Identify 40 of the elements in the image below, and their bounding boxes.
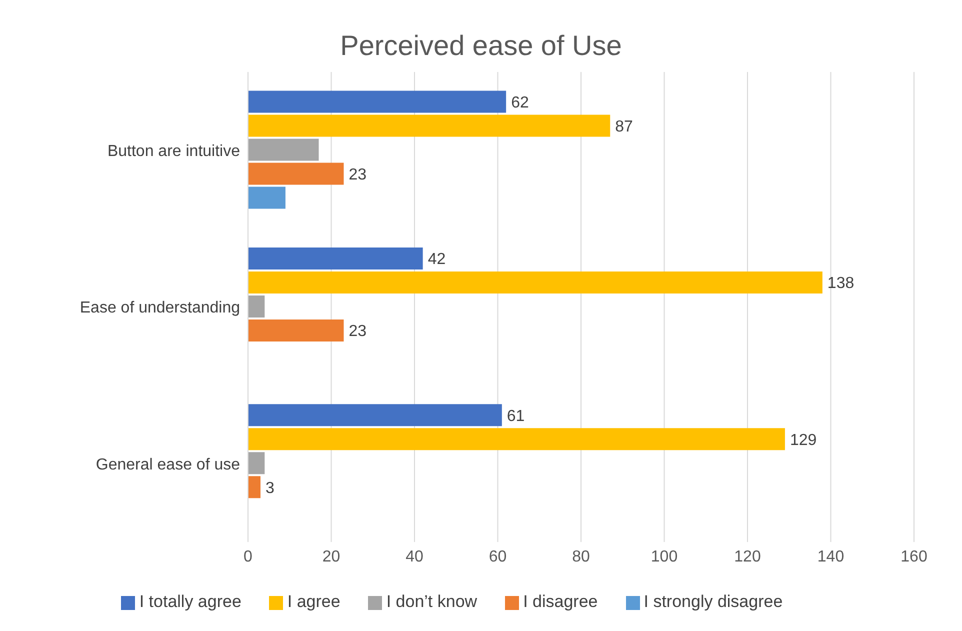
bar (248, 476, 260, 498)
x-tick-label: 20 (322, 548, 340, 566)
bar (248, 90, 506, 113)
bar (248, 162, 344, 185)
y-tick-label: General ease of use (96, 456, 240, 474)
legend-label: I disagree (523, 592, 598, 611)
bar (248, 271, 822, 294)
x-tick-label: 120 (734, 548, 761, 566)
x-tick-label: 40 (406, 548, 424, 566)
legend-label: I strongly disagree (644, 592, 783, 611)
bar (248, 114, 610, 137)
bar (248, 428, 785, 450)
data-label: 3 (265, 480, 274, 497)
y-tick-label: Button are intuitive (107, 143, 240, 160)
data-label: 23 (348, 323, 367, 340)
legend-label: I agree (287, 592, 340, 611)
y-tick-label: Ease of understanding (80, 300, 240, 317)
data-label: 23 (348, 166, 367, 184)
bar (248, 404, 502, 426)
data-label: 61 (506, 408, 525, 425)
x-tick-label: 0 (244, 548, 253, 566)
bar (248, 452, 265, 474)
data-label: 87 (615, 118, 634, 136)
x-tick-label: 80 (572, 548, 590, 566)
x-tick-label: 60 (488, 548, 507, 566)
bar (248, 186, 286, 209)
x-tick-label: 140 (817, 548, 844, 566)
data-label: 129 (790, 432, 817, 449)
legend-label: I totally agree (139, 592, 242, 611)
x-tick-label: 100 (650, 548, 678, 566)
x-tick-label: 160 (900, 548, 928, 566)
legend-label: I don’t know (386, 592, 478, 611)
bar (248, 319, 344, 342)
data-label: 42 (428, 251, 446, 268)
bar (248, 138, 319, 161)
data-label: 62 (511, 94, 529, 112)
chart-title: Perceived ease of Use (339, 30, 623, 62)
data-label: 138 (827, 275, 854, 292)
bar (248, 247, 423, 270)
bar (248, 295, 265, 318)
